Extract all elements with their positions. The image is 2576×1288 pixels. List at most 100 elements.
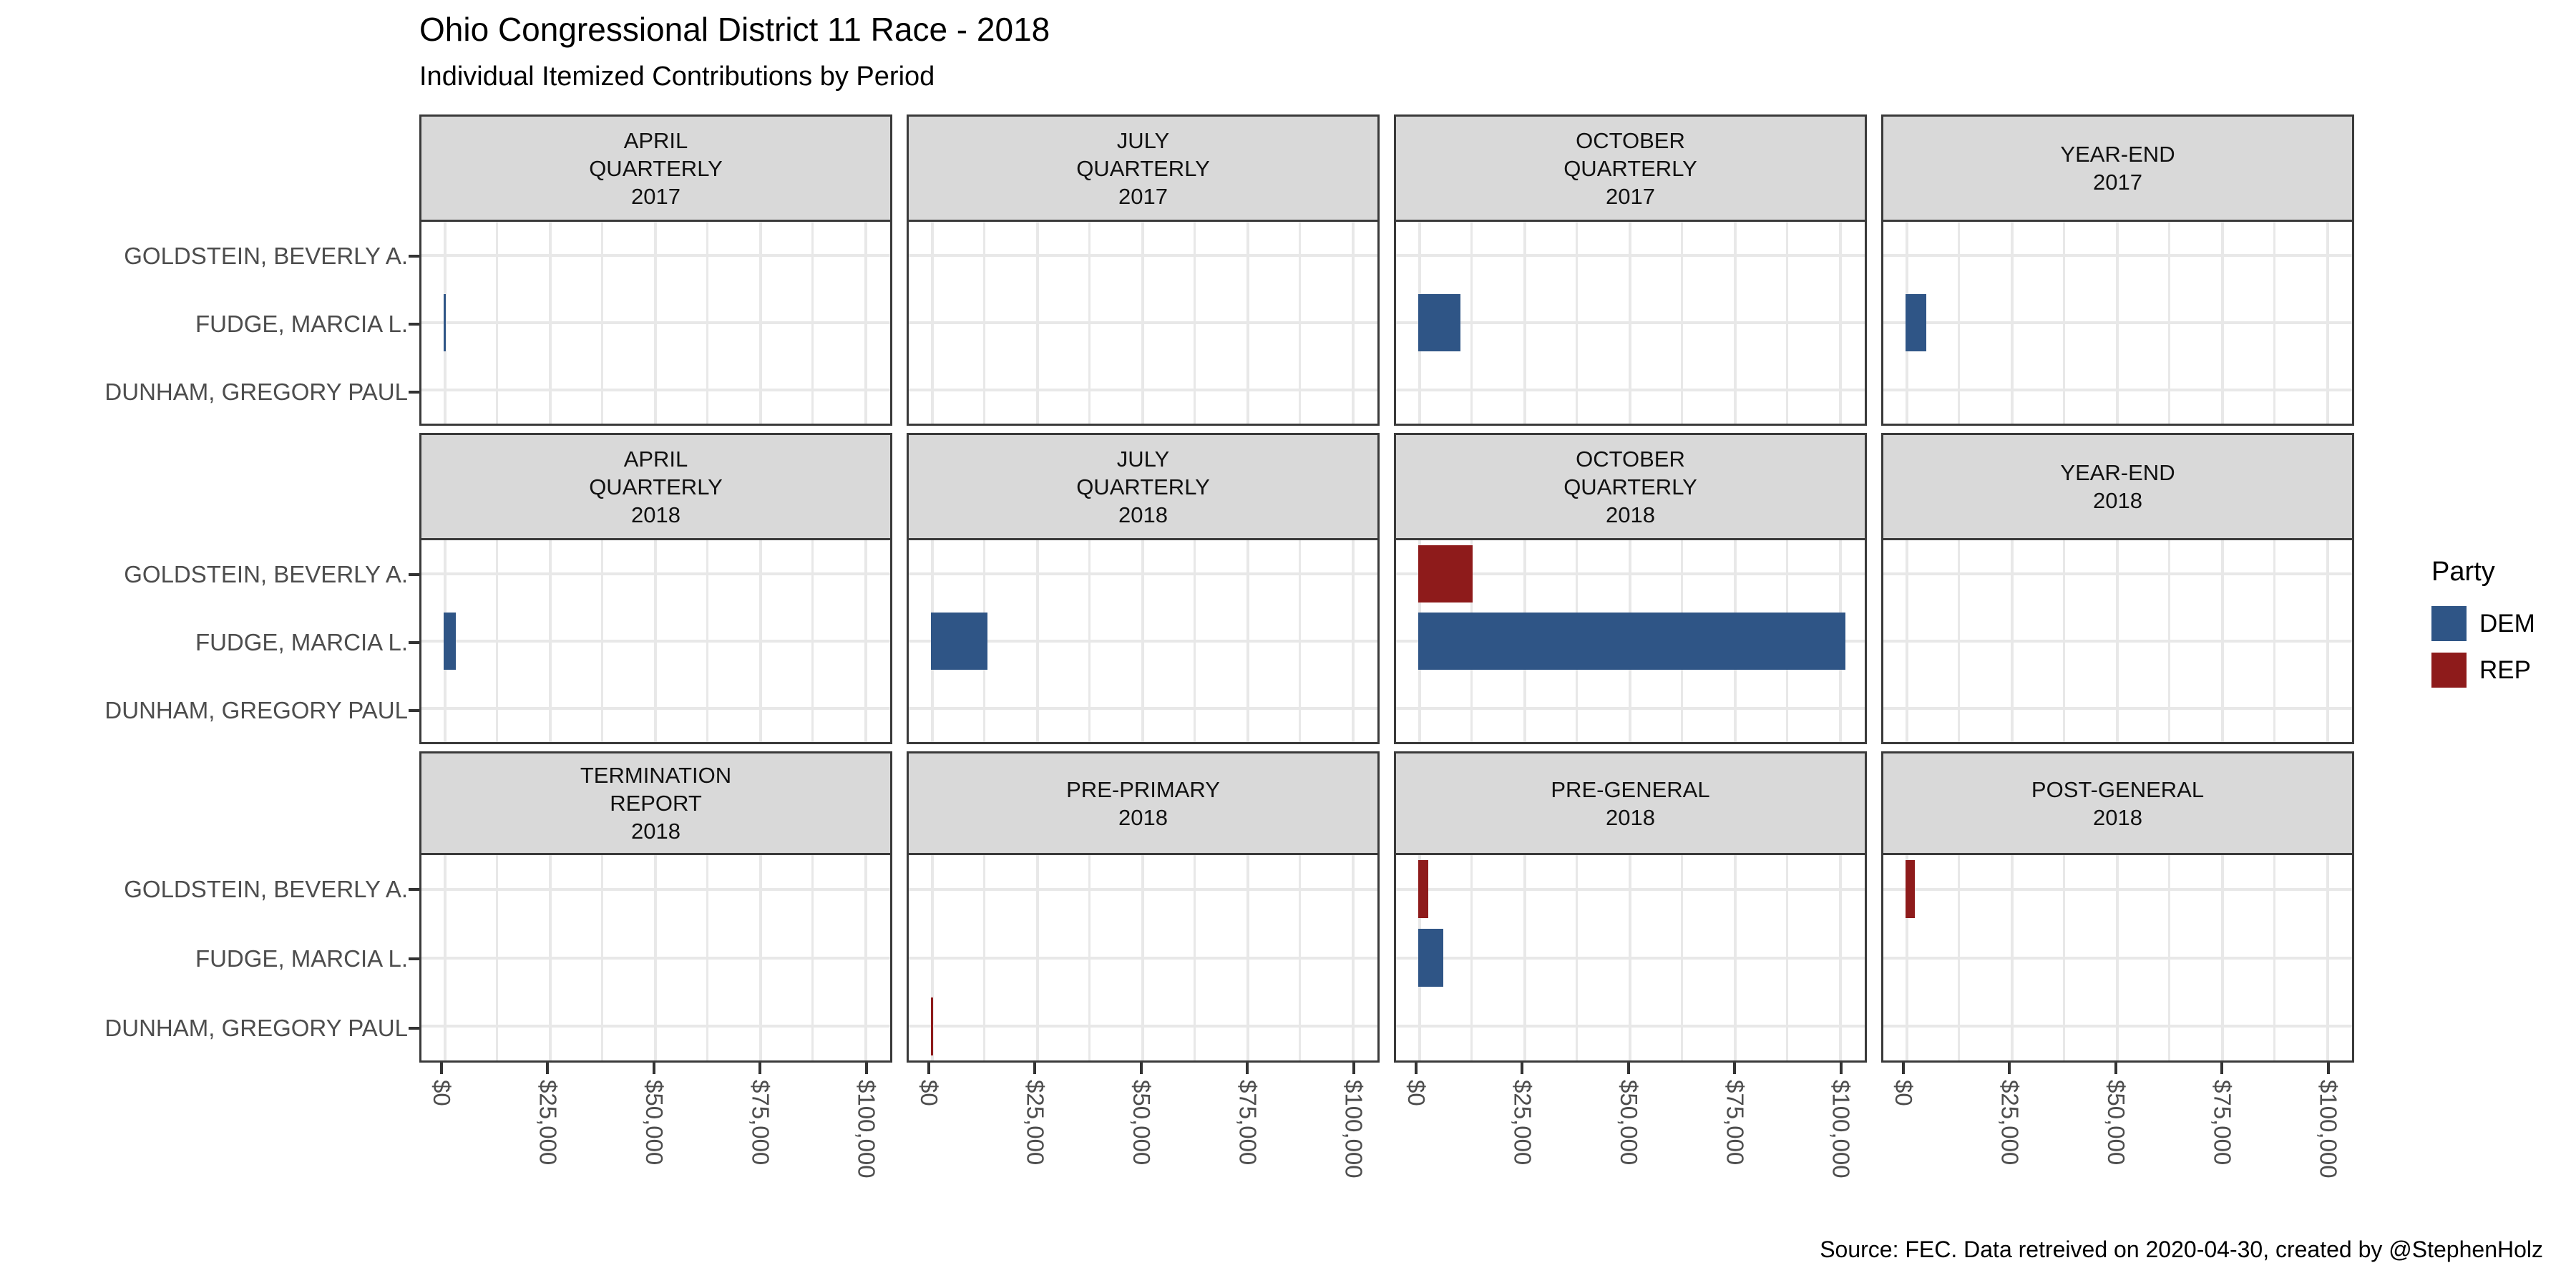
facet-strip: YEAR-END 2018	[1881, 433, 2354, 540]
x-axis-tick	[2220, 1063, 2224, 1074]
facet-strip-label-line: 2018	[1118, 804, 1168, 830]
chart-title: Ohio Congressional District 11 Race - 20…	[419, 11, 1050, 48]
horizontal-gridline	[421, 253, 890, 257]
facet-strip-label-line: QUARTERLY	[589, 474, 723, 499]
facet-strip-label-line: QUARTERLY	[589, 155, 723, 181]
chart-subtitle: Individual Itemized Contributions by Per…	[419, 62, 935, 92]
x-axis-tick	[1033, 1063, 1037, 1074]
horizontal-gridline	[421, 956, 890, 960]
source-caption: Source: FEC. Data retreived on 2020-04-3…	[1820, 1236, 2543, 1262]
y-axis-label: GOLDSTEIN, BEVERLY A.	[124, 242, 408, 269]
facet-strip-label-line: PRE-GENERAL	[1551, 776, 1710, 802]
facet-strip-label-line: 2018	[631, 502, 680, 527]
x-axis-tick	[2326, 1063, 2330, 1074]
horizontal-gridline	[1396, 253, 1865, 257]
facet-strip-label-line: 2018	[1606, 804, 1655, 830]
horizontal-gridline	[421, 1025, 890, 1028]
bar-dem	[1905, 294, 1927, 351]
facet-strip: APRIL QUARTERLY 2018	[419, 433, 892, 540]
horizontal-gridline	[1883, 321, 2352, 324]
facet-strip-label-line: 2017	[631, 183, 680, 209]
x-axis-tick-label: $100,000	[2315, 1080, 2342, 1179]
bar-rep	[1418, 860, 1429, 919]
x-axis-tick-label: $75,000	[1234, 1080, 1262, 1166]
x-axis-tick-label: $25,000	[1509, 1080, 1536, 1166]
x-axis-tick	[1415, 1063, 1418, 1074]
facet-strip-label-line: OCTOBER	[1576, 446, 1685, 472]
horizontal-gridline	[1396, 389, 1865, 391]
horizontal-gridline	[1883, 572, 2352, 575]
x-axis-tick-label: $0	[916, 1080, 943, 1106]
facet-strip-label-line: QUARTERLY	[1076, 155, 1210, 181]
y-axis-label: GOLDSTEIN, BEVERLY A.	[124, 876, 408, 903]
facet-panel	[1394, 855, 1867, 1063]
y-axis-tick	[409, 640, 419, 644]
facet-strip-label-line: 2017	[1118, 183, 1168, 209]
facet-panel	[1394, 222, 1867, 426]
bar-rep	[1905, 860, 1915, 919]
facet-strip: OCTOBER QUARTERLY 2018	[1394, 433, 1867, 540]
facet-strip: PRE-PRIMARY 2018	[907, 751, 1380, 855]
x-axis-tick-label: $50,000	[1615, 1080, 1642, 1166]
facet-grid: APRIL QUARTERLY 2017 JULY QUARTERLY 2017 OCTOB…	[419, 114, 2354, 1063]
y-axis-tick	[409, 957, 419, 960]
y-axis-tick	[409, 1026, 419, 1030]
x-axis-tick-label: $50,000	[640, 1080, 668, 1166]
y-axis-label: FUDGE, MARCIA L.	[195, 310, 408, 337]
x-axis-tick-label: $25,000	[1022, 1080, 1049, 1166]
horizontal-gridline	[421, 640, 890, 643]
y-axis-tick	[409, 888, 419, 892]
horizontal-gridline	[909, 253, 1377, 257]
legend-label-rep: REP	[2479, 655, 2531, 684]
facet-strip: JULY QUARTERLY 2018	[907, 433, 1380, 540]
x-axis-tick-label: $25,000	[1996, 1080, 2024, 1166]
facet-strip-label-line: JULY	[1116, 127, 1170, 153]
bar-dem	[1418, 613, 1845, 670]
facet-panel	[907, 222, 1380, 426]
x-axis-tick	[927, 1063, 931, 1074]
facet-strip-label-line: PRE-PRIMARY	[1066, 776, 1220, 802]
x-axis-tick	[1902, 1063, 1906, 1074]
facet-strip: APRIL QUARTERLY 2017	[419, 114, 892, 222]
facet-strip: POST-GENERAL 2018	[1881, 751, 2354, 855]
facet-panel	[419, 540, 892, 744]
bar-dem	[1418, 294, 1460, 351]
x-axis-tick	[1839, 1063, 1843, 1074]
x-axis-tick	[2008, 1063, 2011, 1074]
legend: Party DEM REP	[2431, 557, 2535, 699]
facet-strip-label-line: OCTOBER	[1576, 127, 1685, 153]
rep-color-swatch	[2431, 653, 2467, 688]
facet-strip-label-line: 2018	[631, 819, 680, 844]
facet-panel	[419, 222, 892, 426]
facet-strip-label-line: REPORT	[610, 791, 702, 816]
facet-strip-label-line: QUARTERLY	[1563, 155, 1697, 181]
y-axis-tick	[409, 572, 419, 576]
facet-panel	[907, 855, 1380, 1063]
horizontal-gridline	[909, 389, 1377, 391]
facet-strip-label-line: JULY	[1116, 446, 1170, 472]
x-axis-tick	[1733, 1063, 1737, 1074]
x-axis-tick-label: $100,000	[1828, 1080, 1855, 1179]
x-axis-tick	[1521, 1063, 1524, 1074]
y-axis-tick	[409, 708, 419, 712]
facet-strip-label-line: YEAR-END	[2060, 142, 2175, 167]
x-axis-tick	[440, 1063, 444, 1074]
y-axis-tick	[409, 390, 419, 394]
facet-panel	[1881, 540, 2354, 744]
legend-item-rep: REP	[2431, 653, 2535, 688]
x-axis-tick	[758, 1063, 762, 1074]
facet-strip: JULY QUARTERLY 2017	[907, 114, 1380, 222]
x-axis-tick	[1246, 1063, 1249, 1074]
facet-strip-label-line: 2018	[1118, 502, 1168, 527]
y-axis-tick	[409, 254, 419, 258]
horizontal-gridline	[421, 389, 890, 391]
horizontal-gridline	[1396, 321, 1865, 324]
facet-strip-label-line: POST-GENERAL	[2031, 776, 2205, 802]
x-axis-tick-label: $0	[429, 1080, 456, 1106]
x-axis-tick-label: $100,000	[853, 1080, 880, 1179]
facet-panel	[1394, 540, 1867, 744]
x-axis-tick-label: $100,000	[1340, 1080, 1367, 1179]
bar-rep	[930, 997, 933, 1055]
facet-strip: OCTOBER QUARTERLY 2017	[1394, 114, 1867, 222]
